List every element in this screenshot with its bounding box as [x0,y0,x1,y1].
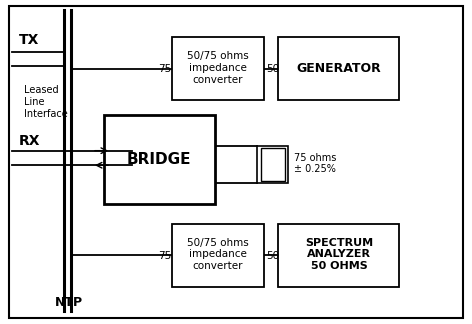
Text: TX: TX [19,33,39,48]
Bar [278,224,399,287]
Text: SPECTRUM
ANALYZER
50 OHMS: SPECTRUM ANALYZER 50 OHMS [305,238,373,271]
Bar [261,148,285,181]
Text: 50/75 ohms
impedance
converter: 50/75 ohms impedance converter [187,238,249,271]
Bar [172,37,264,100]
Bar [104,115,215,204]
Bar [278,37,399,100]
Text: 50: 50 [267,251,280,260]
Text: BRIDGE: BRIDGE [127,152,191,167]
Text: 50: 50 [267,64,280,74]
Bar [257,146,288,183]
Text: 50/75 ohms
impedance
converter: 50/75 ohms impedance converter [187,52,249,85]
Text: 75 ohms
± 0.25%: 75 ohms ± 0.25% [294,153,336,174]
Text: GENERATOR: GENERATOR [296,62,381,75]
Text: 75: 75 [158,64,171,74]
Text: Leased
Line
Interface: Leased Line Interface [24,86,67,119]
Bar [172,224,264,287]
Text: NTP: NTP [54,296,83,309]
Text: RX: RX [19,134,41,148]
Text: 75: 75 [158,251,171,260]
